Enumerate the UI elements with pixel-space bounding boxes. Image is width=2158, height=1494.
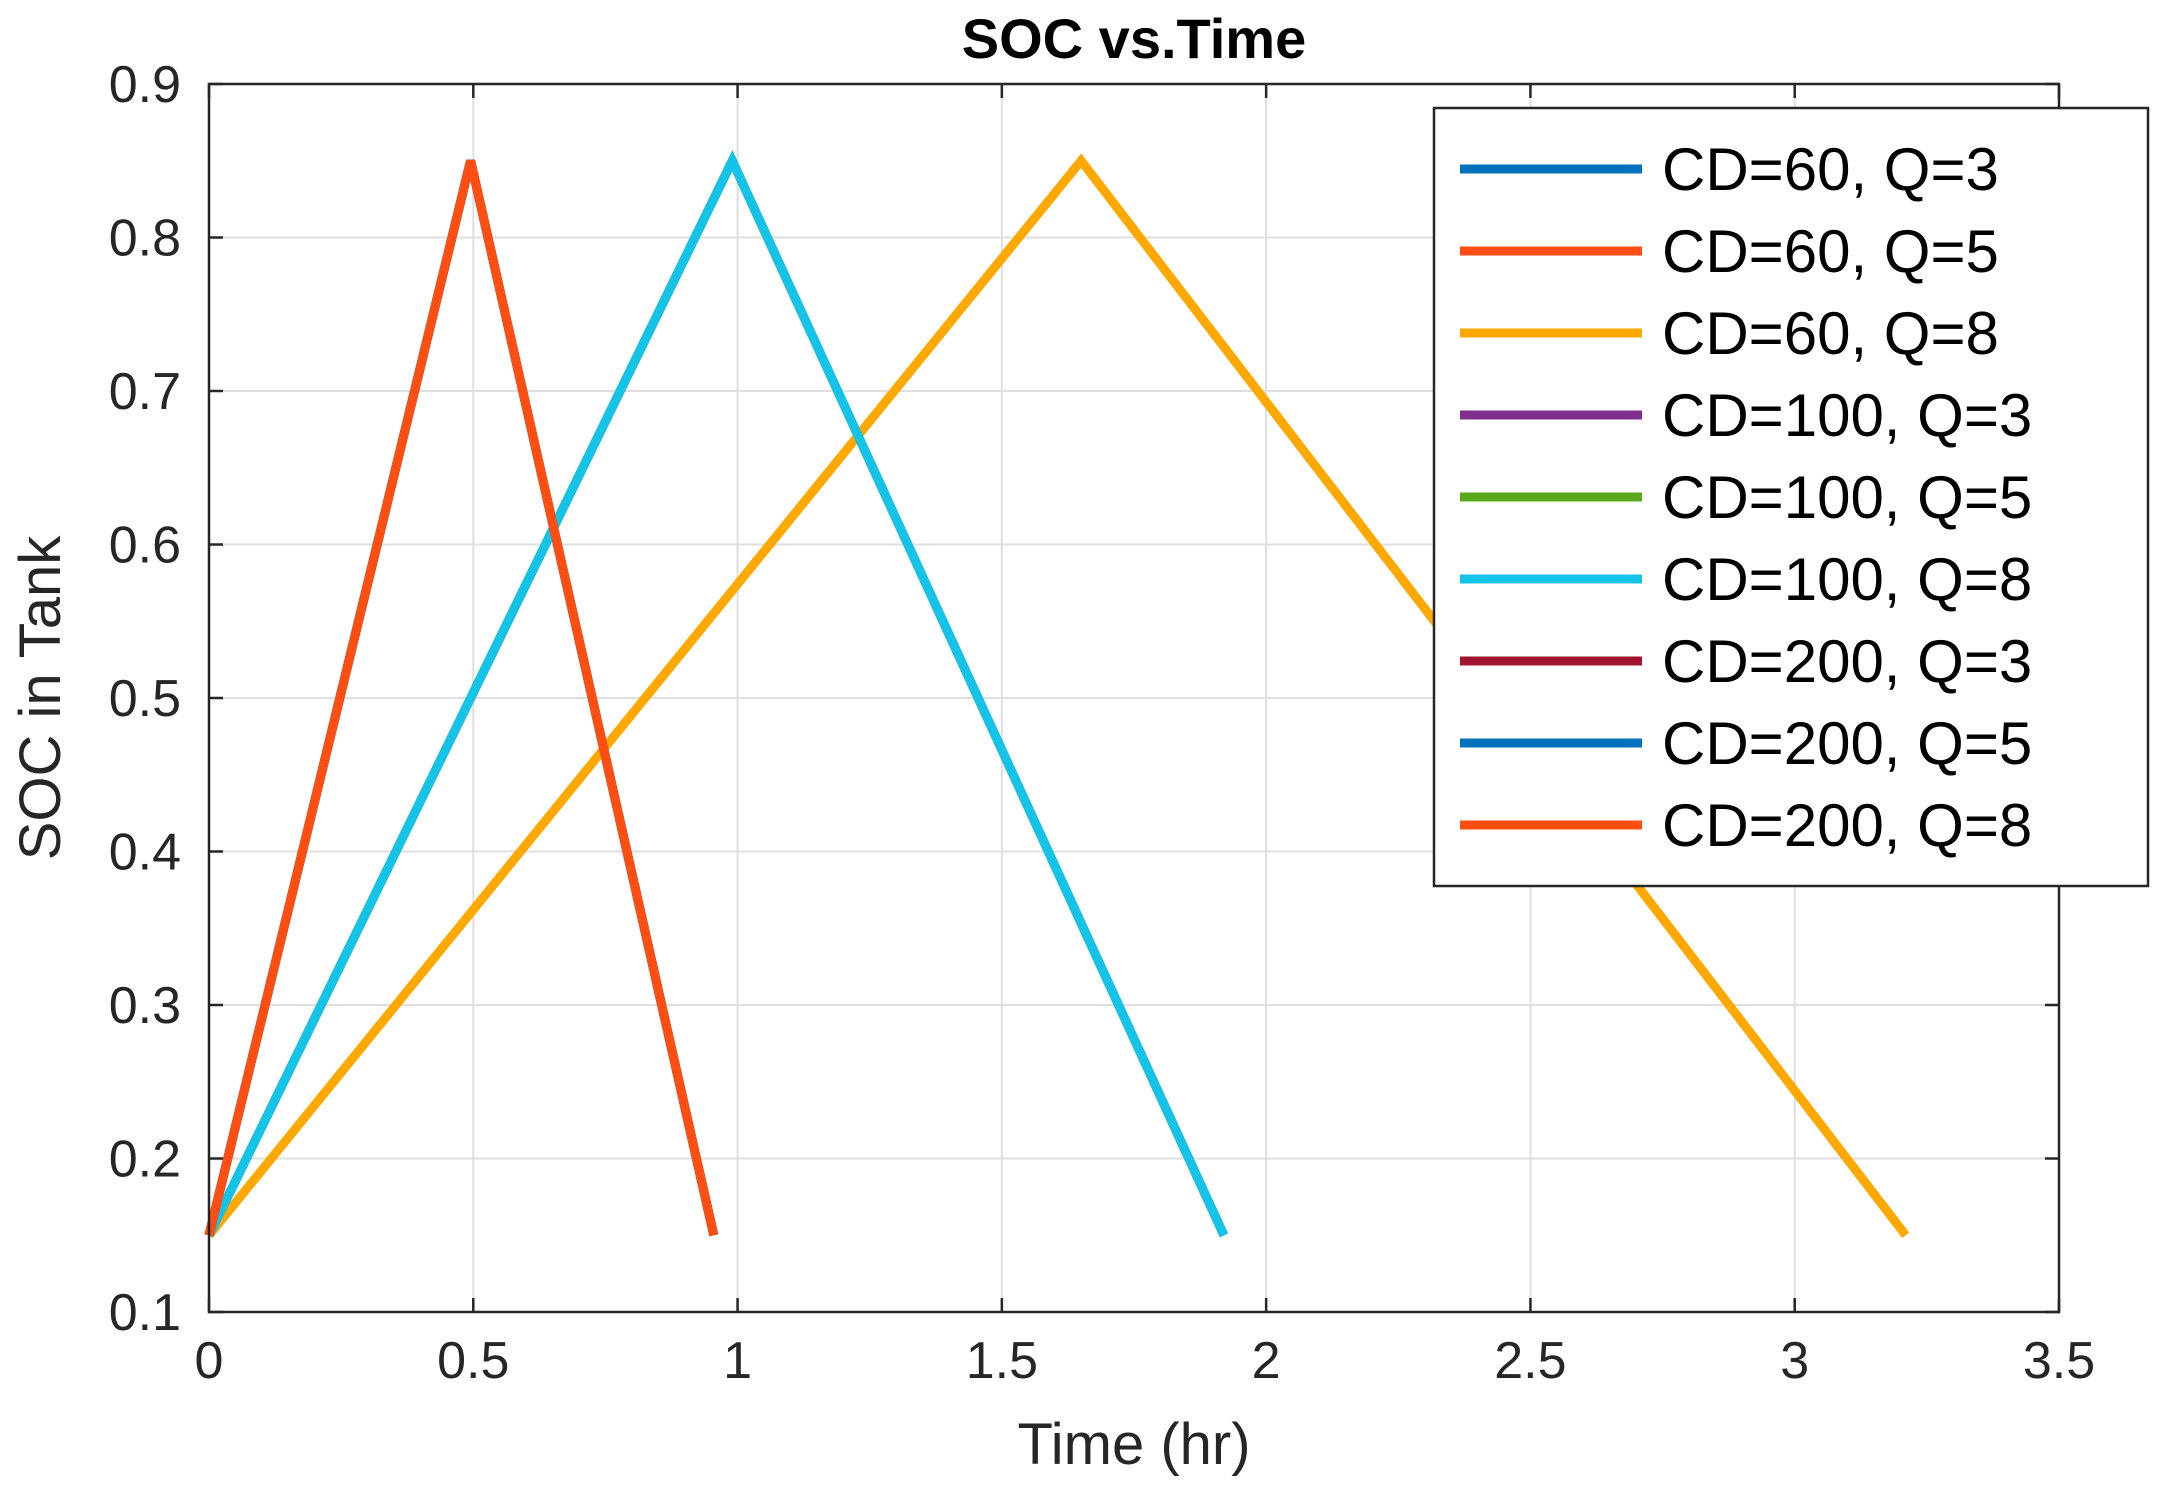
legend-label: CD=100, Q=5 [1662, 464, 2032, 531]
y-tick-label: 0.3 [109, 977, 181, 1035]
series-line-cd-100-q-8 [204, 150, 1228, 1238]
x-tick-label: 1.5 [966, 1332, 1038, 1390]
y-tick-label: 0.5 [109, 670, 181, 728]
x-tick-label: 0 [195, 1332, 224, 1390]
x-tick-label: 2 [1252, 1332, 1281, 1390]
legend-label: CD=60, Q=8 [1662, 300, 1999, 367]
x-tick-label: 0.5 [437, 1332, 509, 1390]
series-line-cd-200-q-8 [204, 159, 719, 1237]
y-tick-label: 0.4 [109, 824, 181, 882]
y-tick-label: 0.7 [109, 363, 181, 421]
legend-label: CD=200, Q=5 [1662, 710, 2032, 777]
x-tick-label: 3.5 [2023, 1332, 2095, 1390]
y-tick-label: 0.6 [109, 517, 181, 575]
legend-label: CD=200, Q=8 [1662, 792, 2032, 859]
axis-ticks: 0 0.5 1 1.5 2 2.5 3 3.5 0.1 0.2 0.3 0.4 0.5 0.6 0.7 0.8… [109, 56, 2095, 1390]
x-axis-title: Time (hr) [1017, 1412, 1250, 1477]
legend-label: CD=200, Q=3 [1662, 628, 2032, 695]
legend-label: CD=100, Q=3 [1662, 382, 2032, 449]
legend-label: CD=60, Q=3 [1662, 136, 1999, 203]
x-tick-label: 3 [1780, 1332, 1809, 1390]
chart-title: SOC vs.Time [962, 7, 1306, 70]
x-tick-label: 2.5 [1494, 1332, 1566, 1390]
series-lines [204, 150, 1910, 1239]
y-tick-label: 0.8 [109, 210, 181, 268]
legend-label: CD=60, Q=5 [1662, 218, 1999, 285]
x-tick-label: 1 [723, 1332, 752, 1390]
y-tick-label: 0.2 [109, 1131, 181, 1189]
y-axis-title: SOC in Tank [8, 535, 73, 861]
legend-label: CD=100, Q=8 [1662, 546, 2032, 613]
legend: CD=60, Q=3 CD=60, Q=5 CD=60, Q=8 CD=100, Q=… [1432, 106, 2150, 888]
y-tick-label: 0.9 [109, 56, 181, 114]
y-tick-label: 0.1 [109, 1284, 181, 1342]
